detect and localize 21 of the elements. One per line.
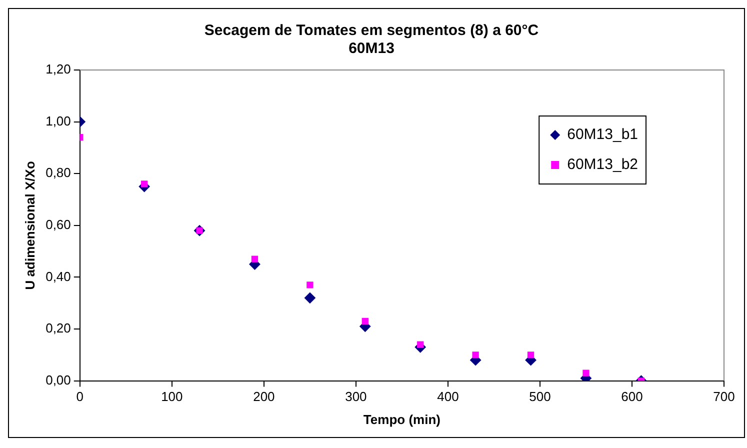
x-tick-label: 100 <box>161 389 183 404</box>
x-tick-label: 700 <box>713 389 735 404</box>
chart-subtitle: 60M13 <box>348 40 394 58</box>
y-tick-label: 0,40 <box>46 268 71 284</box>
x-tick-label: 0 <box>76 389 84 404</box>
legend-label: 60M13_b1 <box>567 126 638 144</box>
x-axis-title: Tempo (min) <box>363 412 440 427</box>
x-tick-label: 500 <box>529 389 551 404</box>
y-tick-label: 1,00 <box>46 113 71 128</box>
x-tick-label: 200 <box>253 389 275 404</box>
legend-label: 60M13_b2 <box>567 156 638 174</box>
x-tick-label: 400 <box>437 389 459 404</box>
x-tick-label: 600 <box>621 389 643 404</box>
y-axis-title: U adimensional X/Xo <box>22 161 38 290</box>
y-tick-label: 1,20 <box>46 62 71 77</box>
y-tick-label: 0,20 <box>46 320 71 336</box>
y-tick-label: 0,00 <box>46 372 71 388</box>
x-tick-label: 300 <box>345 389 367 404</box>
y-tick-label: 0,60 <box>46 216 71 232</box>
chart-title: Secagem de Tomates em segmentos (8) a 60°C <box>204 22 539 40</box>
y-tick-label: 0,80 <box>46 165 71 180</box>
